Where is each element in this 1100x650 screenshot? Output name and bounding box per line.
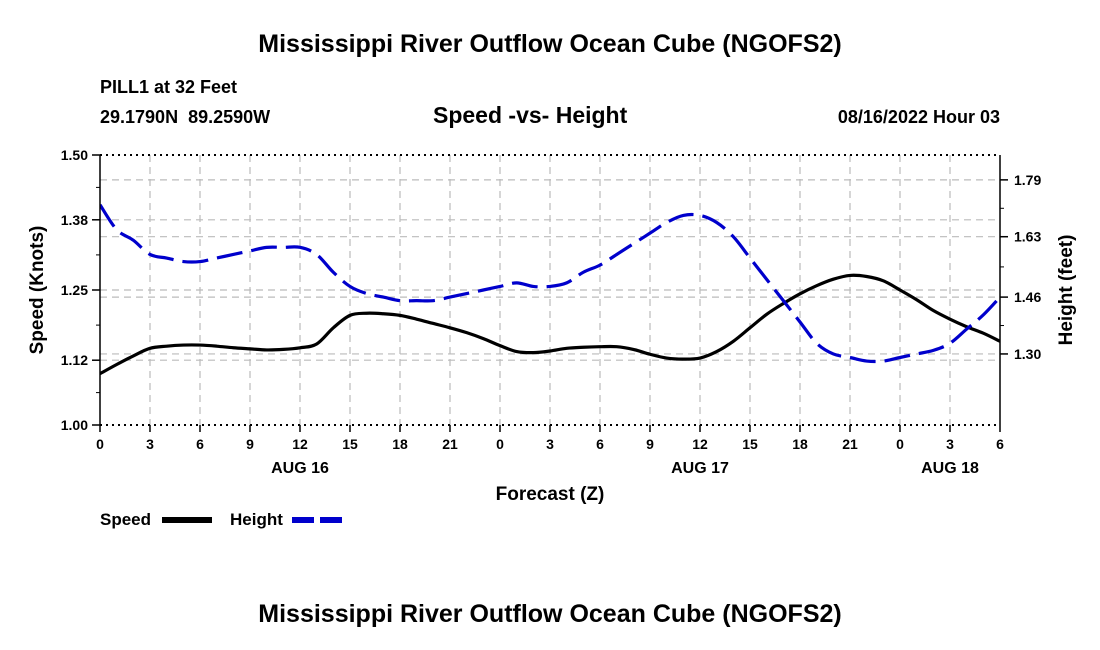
x-tick-label: 3 xyxy=(946,436,954,452)
x-tick-label: 6 xyxy=(196,436,204,452)
x-tick-label: 15 xyxy=(342,436,358,452)
x-tick-label: 21 xyxy=(442,436,458,452)
chart-subtitle: Speed -vs- Height xyxy=(433,102,628,128)
y-tick-label: 1.38 xyxy=(61,212,88,228)
x-tick-label: 18 xyxy=(392,436,408,452)
x-date-label: AUG 18 xyxy=(921,460,979,477)
x-tick-label: 18 xyxy=(792,436,808,452)
y-tick-label: 1.25 xyxy=(61,282,88,298)
x-tick-label: 12 xyxy=(692,436,708,452)
series-line-speed xyxy=(100,273,1000,376)
y-axis-title: Speed (Knots) xyxy=(27,226,48,355)
y2-axis-title: Height (feet) xyxy=(1056,235,1077,346)
chart-title-top: Mississippi River Outflow Ocean Cube (NG… xyxy=(258,30,842,58)
legend-label-height: Height xyxy=(230,510,283,529)
x-tick-label: 6 xyxy=(596,436,604,452)
x-date-label: AUG 17 xyxy=(671,460,729,477)
datetime-label: 08/16/2022 Hour 03 xyxy=(837,107,1000,127)
y2-tick-label: 1.63 xyxy=(1014,229,1041,245)
series-line-height xyxy=(100,203,1000,364)
axes-layer xyxy=(92,154,1008,432)
x-tick-label: 9 xyxy=(246,436,254,452)
station-label: PILL1 at 32 Feet xyxy=(100,77,238,97)
y-tick-label: 1.00 xyxy=(61,417,88,433)
x-tick-label: 6 xyxy=(996,436,1004,452)
x-tick-label: 0 xyxy=(96,436,104,452)
grid-layer xyxy=(100,155,1000,425)
coordinates-label: 29.1790N 89.2590W xyxy=(100,107,271,127)
x-tick-label: 3 xyxy=(146,436,154,452)
x-tick-label: 15 xyxy=(742,436,758,452)
chart-title-bottom: Mississippi River Outflow Ocean Cube (NG… xyxy=(258,600,842,628)
x-tick-label: 12 xyxy=(292,436,308,452)
x-date-label: AUG 16 xyxy=(271,460,329,477)
y2-tick-label: 1.79 xyxy=(1014,172,1041,188)
legend-label-speed: Speed xyxy=(100,510,151,529)
y-tick-label: 1.12 xyxy=(61,352,88,368)
y2-tick-label: 1.46 xyxy=(1014,289,1041,305)
x-tick-label: 0 xyxy=(496,436,504,452)
labels-layer: 1.00 1.12 1.25 1.38 1.50 1.30 1.46 1.63 1.79 0 3 6 9… xyxy=(27,147,1077,529)
x-tick-label: 9 xyxy=(646,436,654,452)
x-axis-title: Forecast (Z) xyxy=(496,484,605,505)
series-layer xyxy=(100,203,1000,376)
x-tick-label: 3 xyxy=(546,436,554,452)
y2-tick-label: 1.30 xyxy=(1014,346,1041,362)
x-tick-label: 0 xyxy=(896,436,904,452)
y-tick-label: 1.50 xyxy=(61,147,88,163)
x-tick-label: 21 xyxy=(842,436,858,452)
